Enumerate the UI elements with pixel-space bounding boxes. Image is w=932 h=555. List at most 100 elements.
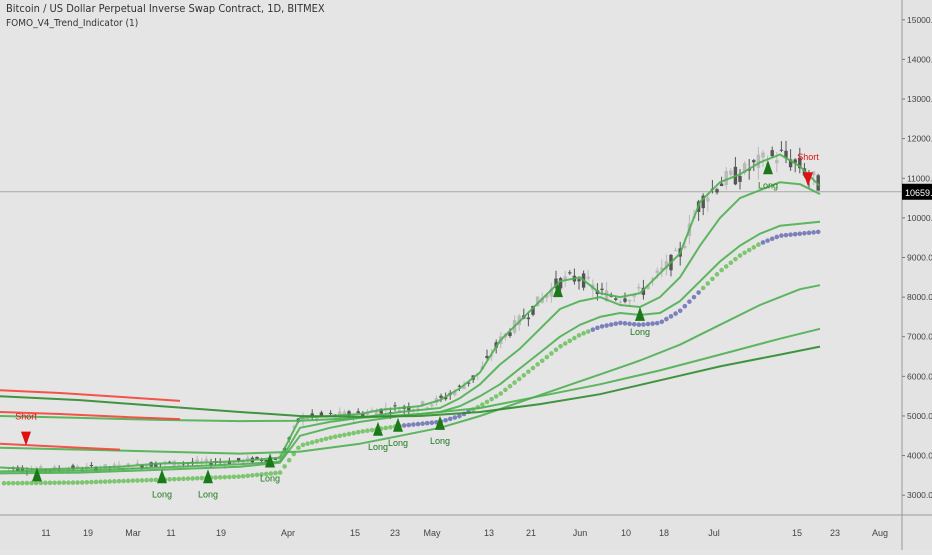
trail-dot bbox=[194, 475, 200, 481]
candle-body bbox=[531, 305, 535, 315]
x-tick-label: Aug bbox=[872, 528, 888, 538]
trail-dot bbox=[107, 479, 113, 484]
candle-body bbox=[112, 464, 117, 468]
trail-dot bbox=[406, 422, 412, 428]
candle-body bbox=[798, 157, 802, 169]
trail-dot bbox=[291, 451, 297, 457]
trail-dot bbox=[319, 437, 324, 443]
candle-body bbox=[177, 464, 181, 466]
candle-body bbox=[508, 332, 512, 337]
trail-dot bbox=[355, 429, 361, 435]
current-price-label: 10659.5 bbox=[905, 188, 932, 198]
short-signal-arrow bbox=[21, 431, 31, 446]
x-tick-label: 19 bbox=[216, 528, 226, 538]
trail-dot bbox=[733, 256, 738, 262]
trail-dot bbox=[15, 480, 21, 486]
trail-dot bbox=[806, 230, 812, 236]
candle-body bbox=[356, 411, 360, 414]
trail-dot bbox=[98, 479, 103, 485]
trail-dot bbox=[493, 394, 499, 399]
long-signal-label: Long bbox=[198, 489, 218, 499]
trail-dot bbox=[535, 362, 540, 367]
trail-dot bbox=[530, 365, 536, 371]
y-tick-label: 10000.0 bbox=[907, 213, 932, 223]
trail-dot bbox=[75, 480, 80, 485]
candle-body bbox=[439, 395, 443, 398]
candle-body bbox=[719, 183, 724, 187]
price-axis[interactable] bbox=[902, 0, 932, 550]
trail-dot bbox=[84, 479, 90, 485]
candle-body bbox=[627, 300, 632, 302]
trail-dot bbox=[61, 480, 67, 485]
trail-dot bbox=[664, 316, 669, 322]
trail-dot bbox=[199, 475, 205, 481]
long-signal-arrow bbox=[203, 469, 213, 484]
candle-body bbox=[811, 171, 816, 176]
trail-dot bbox=[56, 480, 62, 486]
trail-dot bbox=[227, 474, 232, 480]
candle-body bbox=[655, 270, 659, 273]
trail-dot bbox=[116, 478, 122, 484]
long-signal-arrow bbox=[373, 421, 383, 436]
x-tick-label: 21 bbox=[526, 528, 536, 538]
candle-body bbox=[204, 459, 209, 463]
trail-dot bbox=[213, 475, 218, 480]
trail-dot bbox=[507, 383, 513, 389]
trail-dot bbox=[236, 474, 241, 479]
candle-body bbox=[328, 413, 333, 415]
trail-dot bbox=[608, 322, 614, 327]
y-tick-label: 5000.0 bbox=[907, 411, 932, 421]
candle-body bbox=[310, 413, 314, 417]
short-signal-label: Short bbox=[15, 412, 37, 422]
candle-body bbox=[292, 426, 296, 428]
current-price-badge bbox=[902, 183, 932, 200]
candle-body bbox=[319, 412, 324, 416]
trail-dot bbox=[309, 440, 315, 445]
trail-dot bbox=[300, 442, 306, 448]
trail-dot bbox=[102, 479, 108, 484]
candle-body bbox=[457, 385, 462, 387]
trail-dot bbox=[323, 436, 329, 442]
trail-dot bbox=[360, 429, 366, 434]
trail-dot bbox=[622, 321, 628, 326]
trail-dot bbox=[424, 420, 430, 426]
trail-dot bbox=[746, 247, 752, 253]
trail-dot bbox=[673, 311, 678, 316]
trail-dot bbox=[167, 477, 172, 482]
trail-dot bbox=[682, 303, 688, 309]
indicator-legend[interactable]: FOMO_V4_Trend_Indicator (1) bbox=[6, 18, 139, 29]
trail-dot bbox=[498, 391, 504, 396]
trail-dot bbox=[148, 477, 154, 483]
trail-dot bbox=[788, 232, 793, 237]
candle-body bbox=[706, 197, 710, 202]
candle-body bbox=[568, 272, 572, 274]
x-tick-label: 15 bbox=[792, 528, 802, 538]
trail-dot bbox=[24, 480, 30, 486]
trail-dot bbox=[581, 331, 586, 336]
trail-dot bbox=[811, 230, 816, 235]
time-axis[interactable] bbox=[0, 515, 902, 550]
trail-dot bbox=[351, 430, 356, 436]
long-signal-arrow bbox=[265, 453, 275, 468]
candle-body bbox=[264, 459, 268, 463]
trail-dot bbox=[512, 380, 517, 385]
plot-area[interactable] bbox=[0, 0, 902, 515]
trail-dot bbox=[769, 236, 775, 242]
trail-dot bbox=[627, 321, 632, 327]
short-signal-label: Short bbox=[797, 152, 819, 162]
candle-body bbox=[618, 301, 623, 303]
candle-body bbox=[623, 298, 627, 302]
trail-dot bbox=[388, 424, 393, 430]
candle-body bbox=[632, 294, 636, 297]
y-tick-label: 6000.0 bbox=[907, 371, 932, 381]
trail-dot bbox=[783, 232, 789, 238]
candle-body bbox=[361, 413, 365, 417]
trail-dot bbox=[567, 338, 573, 344]
trail-dot bbox=[383, 425, 389, 431]
trail-dot bbox=[139, 478, 145, 483]
trail-dot bbox=[401, 423, 407, 428]
candle-body bbox=[793, 159, 797, 163]
candle-body bbox=[752, 160, 756, 163]
